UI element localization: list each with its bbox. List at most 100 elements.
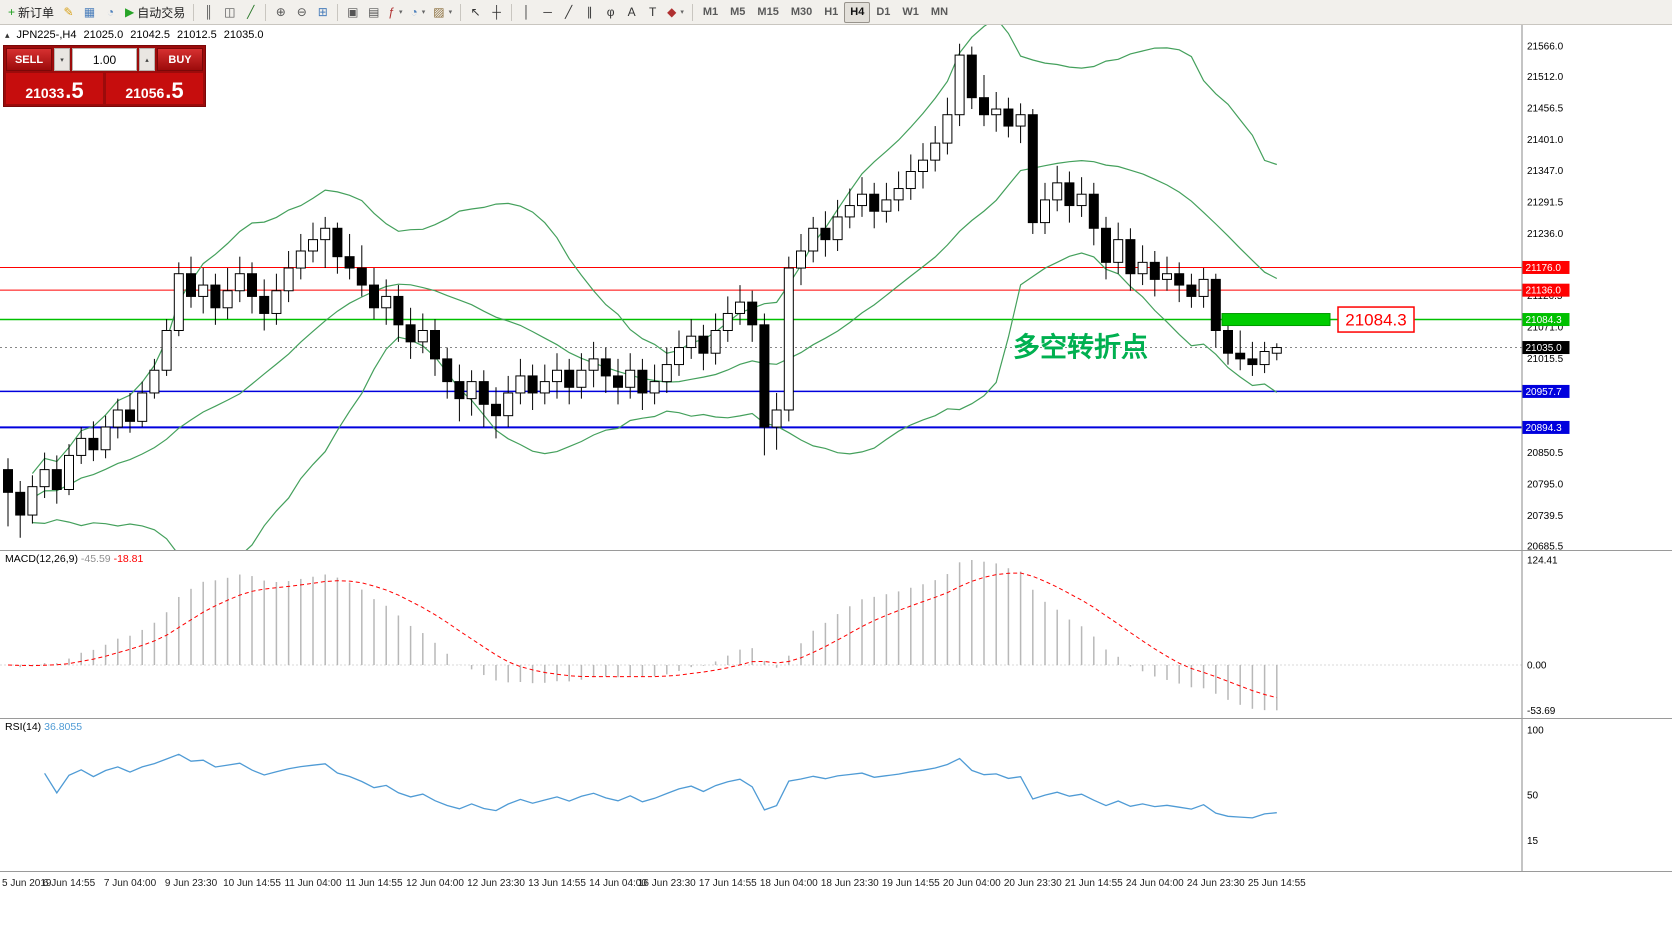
templates-menu[interactable]: ▨ ▾ [429,2,456,23]
candle [576,369,587,388]
zoom-out-icon[interactable]: ⊖ [291,2,312,23]
timeframe-m5[interactable]: M5 [730,6,746,18]
horizontal-line-icon: ─ [543,5,552,19]
timeframe-h4[interactable]: H4 [844,1,871,23]
price-axis-tick: 21347.0 [1527,166,1564,177]
candle [1271,347,1282,354]
toolbar-separator [511,3,513,21]
candle [466,381,477,400]
candle [747,301,758,326]
horizontal-line-icon[interactable]: ─ [537,2,558,23]
price-axis-tick: 21071.0 [1527,323,1564,334]
metaeditor-icon[interactable]: ✎ [58,2,79,23]
candle [808,227,819,252]
lot-increase-button[interactable]: ▴ [139,48,155,71]
time-axis[interactable]: 5 Jun 2019 6 Jun 14:55 7 Jun 04:00 9 Jun 23… [0,871,1672,897]
candle [64,454,74,490]
indicators-menu: ƒ [388,5,395,19]
macd-axis-tick: 124.41 [1527,556,1558,567]
auto-scroll-icon[interactable]: ▣ [342,2,363,23]
crosshair-icon[interactable]: ┼ [486,2,507,23]
auto-scroll-icon: ▣ [347,5,359,19]
bar-chart-icon[interactable]: ║ [198,2,219,23]
lot-size-input[interactable] [72,48,137,71]
price-tag-21035.0 [1522,341,1570,355]
toolbar-separator [691,3,693,21]
candle [283,267,294,292]
rsi-indicator-label: RSI(14) 36.8055 [5,721,82,733]
candlestick-chart-icon: ◫ [224,5,236,19]
candle [320,227,331,241]
rsi-panel[interactable]: 100 50 15 RSI(14) 36.8055 [0,719,1672,871]
timeframe-d1[interactable]: D1 [876,6,891,18]
line-chart-icon[interactable]: ╱ [240,2,261,23]
price-chart[interactable]: 21084.3 多空转折点 21566.0 21512.0 21456.5 21401.0… [0,25,1672,550]
bollinger-upper-band [31,25,1277,474]
rsi-panel-splitter[interactable] [0,718,1672,719]
data-window-icon[interactable]: ◔ [100,2,121,23]
indicators-menu[interactable]: ƒ ▾ [384,2,406,23]
candle [15,491,26,516]
time-axis-label: 21 Jun 14:55 [1064,878,1123,889]
time-axis-label: 19 Jun 14:55 [881,878,940,889]
price-axis-tick: 21566.0 [1527,42,1564,53]
sell-button[interactable]: SELL [6,48,52,71]
candle [820,227,831,241]
equidistant-channel-icon: ∥ [586,5,593,19]
timeframe-m15[interactable]: M15 [757,6,779,18]
auto-trading-button[interactable]: ▶ 自动交易 [121,2,189,23]
tile-windows-icon: ⊞ [317,5,328,19]
turning-point-annotation[interactable]: 多空转折点 [1013,332,1148,363]
new-order-button[interactable]: + 新订单 [4,2,58,23]
timeframe-mn[interactable]: MN [930,6,949,18]
trendline-icon[interactable]: ╱ [558,2,579,23]
candle [332,227,343,258]
equidistant-channel-icon[interactable]: ∥ [579,2,600,23]
market-watch-icon[interactable]: ▦ [79,2,100,23]
price-tag-21084.3 [1522,313,1570,327]
candle [3,469,13,493]
vertical-line-icon[interactable]: │ [516,2,537,23]
timeframe-h1[interactable]: H1 [824,6,839,18]
periods-menu[interactable]: ◔ ▾ [406,2,429,23]
arrows-menu[interactable]: ◆ ▾ [663,2,688,23]
tile-windows-icon[interactable]: ⊞ [312,2,333,23]
zoom-in-icon[interactable]: ⊕ [270,2,291,23]
new-order-button: + [8,5,16,19]
buy-price-display[interactable]: 21056 .5 [106,73,203,104]
ohlc-open: 21025.0 [83,29,124,41]
fibonacci-icon[interactable]: φ [600,2,621,23]
timeframe-w1[interactable]: W1 [902,6,919,18]
candle [515,375,526,394]
time-axis-label: 17 Jun 14:55 [698,878,757,889]
market-watch-icon: ▦ [83,5,96,19]
buy-button[interactable]: BUY [157,48,203,71]
candle [1210,278,1221,331]
candlestick-chart-icon[interactable]: ◫ [219,2,240,23]
chart-shift-icon[interactable]: ▤ [363,2,384,23]
timeframe-m30[interactable]: M30 [790,6,813,18]
sell-price-display[interactable]: 21033 .5 [6,73,103,104]
candle [857,193,867,207]
candle [1088,193,1099,229]
candle [1186,284,1197,297]
time-axis-label: 24 Jun 04:00 [1125,878,1184,889]
timeframe-m1[interactable]: M1 [702,6,719,18]
text-icon[interactable]: A [621,2,642,23]
turning-point-band[interactable] [1221,313,1331,327]
candle [588,358,599,371]
one-click-toggle-icon[interactable]: ▴ [5,29,10,40]
macd-panel-splitter[interactable] [0,550,1672,551]
candle [954,54,965,116]
time-axis-label: 10 Jun 14:55 [223,878,281,889]
text-label-icon[interactable]: T [642,2,663,23]
cursor-icon[interactable]: ↖ [465,2,486,23]
new-order-button-label: 新订单 [18,5,55,20]
lot-decrease-button[interactable]: ▾ [54,48,70,71]
candle [161,329,172,371]
price-callout-box[interactable] [1337,306,1415,333]
macd-panel[interactable]: 124.41 0.00 -53.69 MACD(12,26,9) -45.59 -18… [0,551,1672,718]
candle [625,369,636,388]
candle [173,273,184,331]
